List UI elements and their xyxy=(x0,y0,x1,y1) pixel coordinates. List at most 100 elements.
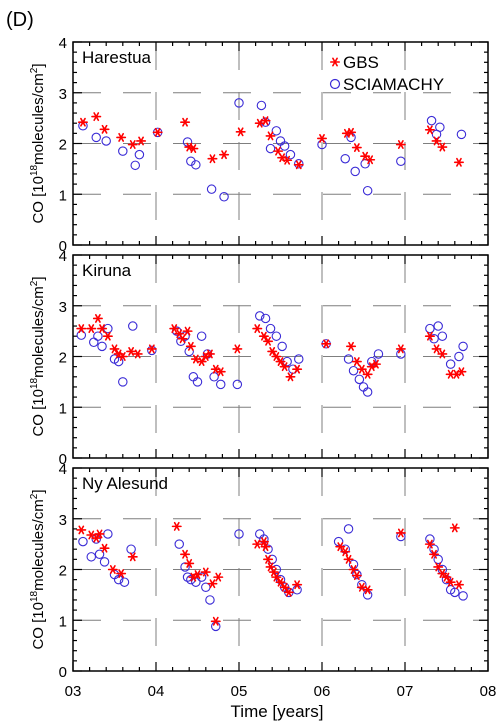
gbs-point xyxy=(91,112,102,122)
gbs-point xyxy=(362,585,373,595)
sciamachy-point xyxy=(206,184,217,194)
y-tick-label: 2 xyxy=(59,137,67,154)
gbs-point xyxy=(260,542,271,552)
sciamachy-point xyxy=(260,313,271,324)
sciamachy-point xyxy=(425,534,435,544)
gbs-point xyxy=(200,567,211,577)
gbs-point xyxy=(99,124,110,134)
y-axis-label-part: ] xyxy=(30,489,47,493)
gbs-point xyxy=(329,57,341,67)
sciamachy-point xyxy=(118,377,128,387)
gbs-point xyxy=(127,140,138,149)
gbs-point xyxy=(395,528,406,538)
sciamachy-point xyxy=(373,349,384,359)
sciamachy-point xyxy=(134,149,145,160)
sciamachy-point xyxy=(456,129,467,140)
gbs-point xyxy=(92,314,103,323)
y-axis-label: CO [1018molecules/cm2] xyxy=(29,63,47,223)
sciamachy-point xyxy=(97,341,107,352)
sciamachy-point xyxy=(256,100,267,111)
gbs-point xyxy=(316,133,328,143)
sciamachy-point xyxy=(425,323,435,334)
sciamachy-point xyxy=(232,379,243,390)
gbs-point xyxy=(146,344,157,354)
y-axis-label-part: 2 xyxy=(29,67,40,73)
figure-label: (D) xyxy=(6,9,34,31)
gbs-point xyxy=(215,367,226,377)
station-label: Harestua xyxy=(82,48,152,67)
sciamachy-point xyxy=(348,365,359,376)
y-axis-label-part: 2 xyxy=(29,493,40,499)
sciamachy-point xyxy=(294,159,304,169)
sciamachy-point xyxy=(429,333,439,344)
ticks xyxy=(72,467,489,672)
gbs-point xyxy=(219,150,230,160)
gbs-point xyxy=(351,571,362,581)
gbs-point xyxy=(116,569,127,578)
gbs-point xyxy=(335,542,346,552)
gbs-point xyxy=(196,357,207,367)
sciamachy-point xyxy=(205,595,215,605)
gbs-point xyxy=(441,572,452,582)
gbs-point xyxy=(424,331,435,341)
y-tick-label: 1 xyxy=(59,613,67,630)
y-tick-label: 4 xyxy=(59,461,67,478)
y-tick-label: 2 xyxy=(59,350,67,367)
legend-marker-sciamachy xyxy=(329,78,341,90)
gbs-point xyxy=(188,144,199,154)
sciamachy-point xyxy=(437,331,448,341)
gbs-point xyxy=(265,131,276,141)
gbs-point xyxy=(180,549,191,559)
sciamachy-point xyxy=(343,524,354,534)
y-tick-label: 1 xyxy=(59,400,67,417)
sciamachy-point xyxy=(234,98,244,108)
gbs-point xyxy=(152,127,163,137)
gbs-point xyxy=(107,565,118,574)
gbs-point xyxy=(271,352,282,361)
sciamachy-point xyxy=(89,337,99,348)
sciamachy-point xyxy=(458,341,468,352)
legend: GBS SCIAMACHY xyxy=(329,53,444,94)
sciamachy-point xyxy=(196,331,207,341)
sciamachy-point xyxy=(357,579,367,590)
sciamachy-point xyxy=(454,351,464,362)
gbs-point xyxy=(94,529,105,539)
sciamachy-point xyxy=(93,331,103,341)
sciamachy-point xyxy=(285,149,296,160)
gbs-point xyxy=(235,127,246,137)
gbs-point xyxy=(424,125,435,135)
gbs-point xyxy=(171,521,182,531)
sciamachy-point xyxy=(354,374,365,385)
sciamachy-point xyxy=(76,330,87,340)
sciamachy-point xyxy=(362,185,373,196)
sciamachy-point xyxy=(317,139,327,150)
gbs-point xyxy=(453,580,464,590)
sciamachy-point xyxy=(128,321,138,331)
gbs-point xyxy=(116,132,127,142)
y-axis-label-part: molecules/cm xyxy=(30,499,47,591)
gbs-point xyxy=(210,616,221,626)
sciamachy-point xyxy=(255,311,265,321)
y-tick-label: 3 xyxy=(59,86,67,103)
gbs-point xyxy=(99,543,110,553)
gbs-point xyxy=(395,344,406,354)
gbs-point xyxy=(192,570,203,580)
sciamachy-point xyxy=(426,115,437,126)
y-tick-label: 2 xyxy=(59,563,67,580)
sciamachy-point xyxy=(78,536,88,547)
sciamachy-point xyxy=(191,160,201,170)
gbs-point xyxy=(437,142,448,152)
gbs-point xyxy=(91,533,102,543)
gbs-point xyxy=(184,558,195,568)
y-axis-label-part: 18 xyxy=(29,590,40,602)
sciamachy-point xyxy=(147,345,157,356)
gbs-point xyxy=(263,336,274,346)
sciamachy-point xyxy=(234,529,244,539)
sciamachy-point xyxy=(333,536,344,547)
y-axis-label-part: molecules/cm xyxy=(30,73,47,165)
sciamachy-point xyxy=(219,192,229,202)
sciamachy-point xyxy=(101,136,111,146)
